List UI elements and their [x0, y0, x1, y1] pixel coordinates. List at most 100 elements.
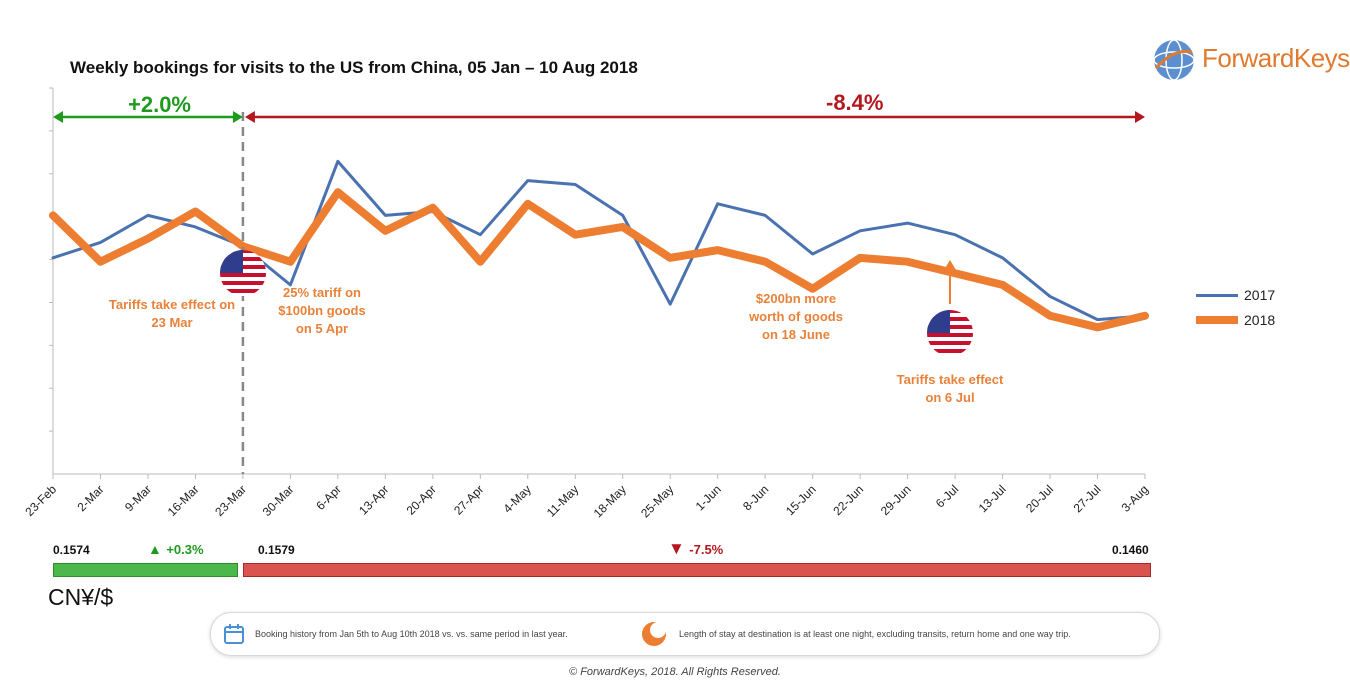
data-point-2017 — [147, 214, 149, 216]
x-tick-label: 15-Jun — [783, 482, 819, 518]
annotation-tariff-mar: Tariffs take effect on 23 Mar — [108, 297, 236, 330]
legend-swatch-2017 — [1196, 294, 1238, 297]
logo-text: ForwardKeys — [1202, 43, 1350, 73]
x-tick-label: 16-Mar — [165, 482, 202, 519]
data-point-2018 — [194, 211, 196, 213]
forwardkeys-logo: ForwardKeys — [1152, 38, 1350, 82]
globe-icon — [1153, 39, 1195, 81]
x-tick-label: 13-Jul — [976, 482, 1009, 515]
data-point-2018 — [669, 257, 671, 259]
us-flag-icon — [927, 310, 973, 356]
copyright: © ForwardKeys, 2018. All Rights Reserved… — [569, 666, 781, 678]
data-point-2018 — [717, 249, 719, 251]
data-point-2017 — [1097, 319, 1099, 321]
data-point-2017 — [907, 222, 909, 224]
data-point-2017 — [812, 253, 814, 255]
data-point-2018 — [337, 191, 339, 193]
series-line-2018 — [49, 188, 1149, 332]
data-point-2017 — [954, 234, 956, 236]
data-point-2017 — [527, 180, 529, 182]
data-point-2018 — [384, 230, 386, 232]
data-point-2018 — [812, 288, 814, 290]
x-tick-label: 23-Mar — [212, 482, 249, 519]
data-point-2017 — [717, 203, 719, 205]
data-point-2017 — [289, 284, 291, 286]
data-point-2018 — [52, 214, 54, 216]
legend-label-2018: 2018 — [1244, 312, 1276, 328]
data-point-2017 — [622, 214, 624, 216]
data-point-2017 — [1002, 257, 1004, 259]
arrow-right-icon — [1135, 111, 1145, 123]
data-point-2017 — [337, 160, 339, 162]
data-point-2018 — [1002, 284, 1004, 286]
stay-note: Length of stay at destination is at leas… — [679, 629, 1071, 639]
x-tick-label: 8-Jun — [740, 482, 771, 513]
fx-end-value: 0.1460 — [1112, 543, 1149, 557]
data-point-2018 — [479, 261, 481, 263]
x-tick-label: 3-Aug — [1119, 482, 1152, 515]
data-point-2018 — [907, 261, 909, 263]
footer-notes: Booking history from Jan 5th to Aug 10th… — [210, 612, 1160, 656]
data-point-2017 — [479, 234, 481, 236]
data-point-2018 — [859, 257, 861, 259]
x-tick-label: 22-Jun — [830, 482, 866, 518]
fx-after-indicator: ▼ -7.5% — [668, 539, 723, 559]
fx-after-change: -7.5% — [689, 542, 724, 557]
moon-icon — [642, 622, 666, 646]
annotation-tariff-jul: Tariffs take effect on 6 Jul — [896, 372, 1004, 405]
triangle-down-icon: ▼ — [668, 539, 685, 558]
x-tick-label: 20-Jul — [1023, 482, 1056, 515]
data-point-2017 — [52, 257, 54, 259]
triangle-up-icon: ▲ — [148, 541, 162, 557]
data-point-2017 — [574, 184, 576, 185]
data-point-2017 — [764, 214, 766, 216]
x-tick-label: 6-Jul — [933, 482, 961, 510]
x-tick-label: 1-Jun — [693, 482, 724, 513]
x-tick-label: 18-May — [591, 482, 629, 520]
annotation-tariff-apr: 25% tariff on $100bn goods on 5 Apr — [278, 285, 366, 336]
data-point-2018 — [1144, 315, 1146, 317]
data-point-2017 — [194, 226, 196, 228]
data-point-2018 — [289, 261, 291, 263]
fx-currency-label: CN¥/$ — [48, 584, 114, 610]
data-point-2018 — [99, 261, 101, 263]
data-point-2018 — [622, 226, 624, 228]
data-point-2018 — [574, 234, 576, 236]
line-chart: 23-Feb 2-Mar 9-Mar 16-Mar 23-Mar 30-Mar 6-Apr 1… — [22, 87, 1152, 520]
period-before-change: +2.0% — [128, 92, 191, 117]
chart-title: Weekly bookings for visits to the US fro… — [70, 58, 638, 77]
arrow-up-icon — [944, 260, 956, 304]
x-tick-label: 6-Apr — [313, 482, 344, 513]
legend-swatch-2018 — [1196, 316, 1238, 324]
data-point-2018 — [1049, 315, 1051, 317]
x-tick-label: 27-Jul — [1071, 482, 1104, 515]
calendar-icon — [224, 624, 244, 644]
data-point-2018 — [242, 245, 244, 247]
x-tick-label: 11-May — [544, 482, 582, 520]
arrow-right-icon — [232, 111, 243, 123]
data-point-2017 — [859, 230, 861, 232]
data-point-2018 — [527, 203, 529, 205]
data-point-2017 — [384, 214, 386, 216]
booking-note: Booking history from Jan 5th to Aug 10th… — [255, 629, 568, 639]
data-point-2018 — [147, 238, 149, 240]
arrow-left-icon — [53, 111, 63, 123]
us-flag-icon — [220, 250, 266, 296]
x-tick-label: 2-Mar — [75, 482, 107, 514]
data-point-2018 — [764, 261, 766, 263]
arrow-left-icon — [244, 111, 255, 123]
x-tick-label: 23-Feb — [22, 482, 59, 519]
x-tick-label: 25-May — [638, 482, 676, 520]
x-tick-label: 27-Apr — [451, 482, 486, 517]
legend-label-2017: 2017 — [1244, 287, 1276, 303]
fx-before-indicator: ▲ +0.3% — [148, 541, 204, 559]
fx-bar-before — [53, 563, 238, 577]
x-tick-label: 13-Apr — [356, 482, 391, 517]
fx-start-value: 0.1574 — [53, 543, 90, 557]
x-tick-label: 4-May — [500, 482, 533, 515]
x-tick-label: 9-Mar — [122, 482, 154, 514]
period-after-change: -8.4% — [826, 90, 884, 115]
annotation-tariff-jun: $200bn more worth of goods on 18 June — [749, 291, 843, 342]
x-tick-label: 20-Apr — [404, 482, 439, 517]
fx-mid-value: 0.1579 — [258, 543, 295, 557]
